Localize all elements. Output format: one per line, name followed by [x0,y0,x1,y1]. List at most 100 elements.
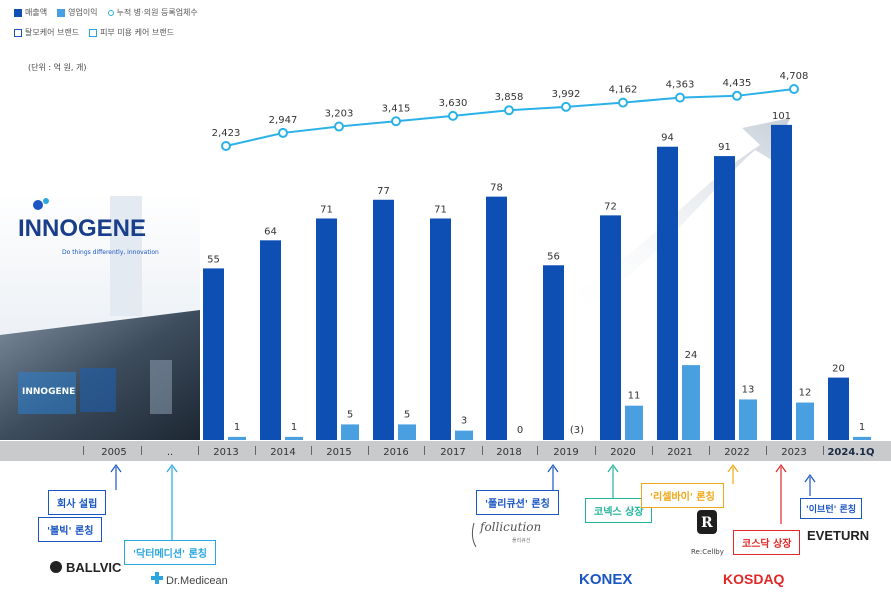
hospitals-value-label: 4,708 [780,71,809,82]
hospitals-point [561,101,571,112]
x-axis-separator [255,446,256,455]
company-logo: INNOGENE [18,215,146,242]
hospitals-value-label: 3,992 [552,89,581,100]
recellby-logo: R Re:Cellby [691,510,724,556]
x-axis-separator [311,446,312,455]
profit-value-label: 12 [799,388,812,399]
follicution-sub: 폴리큐션 [512,537,531,544]
profit-value-label: 1 [234,422,240,433]
revenue-value-label: 77 [377,186,390,197]
revenue-bar [373,199,394,440]
medical-cross-icon [151,572,163,584]
revenue-value-label: 64 [264,226,277,237]
profit-value-label: 13 [742,384,755,395]
revenue-value-label: 56 [547,251,560,262]
revenue-value-label: 71 [434,204,447,215]
x-tick-label: 2022 [724,447,749,458]
profit-bar [341,424,359,440]
legend-profit-label: 영업이익 [68,8,98,17]
profit-value-label: (3) [570,425,584,436]
x-tick-label: .. [167,447,173,458]
x-axis-separator [537,446,538,455]
x-tick-label: 2015 [326,447,351,458]
x-tick-label: 2019 [553,447,578,458]
x-axis-separator [198,446,199,455]
revenue-bar [430,218,451,440]
revenue-value-label: 101 [772,111,791,122]
arrow-2020-head-icon [607,463,619,473]
drmedicean-text: Dr.Medicean [166,575,228,587]
eveturn-logo: EVETURN [807,528,869,543]
revenue-bar [828,377,849,440]
revenue-value-label: 72 [604,201,617,212]
x-tick-label: 2013 [213,447,238,458]
milestone-drmedicean-launch: '닥터메디션' 론칭 [124,540,217,565]
x-axis-separator [766,446,767,455]
profit-value-label: 5 [347,409,353,420]
revenue-swatch-icon [14,8,22,17]
x-axis-separator [823,446,824,455]
milestone-recellby-launch: '리셀바이' 론칭 [641,483,724,508]
hospitals-value-label: 3,858 [495,92,524,103]
photo-sign: INNOGENE [22,387,75,397]
hospitals-value-label: 3,415 [382,103,411,114]
profit-bar [739,399,757,440]
unit-label: (단위 : 억 원, 개) [28,63,87,72]
milestone-company-founded: 회사 설립 [48,490,107,515]
photo-window [18,372,76,414]
revenue-value-label: 91 [718,142,731,153]
arrow-dots-head-icon [166,463,178,473]
revenue-value-label: 71 [320,204,333,215]
hospitals-point [334,121,344,132]
milestone-konex-listing: 코넥스 상장 [585,498,653,523]
x-axis-separator [141,446,142,455]
profit-bar [853,436,871,440]
x-tick-label: 2014 [270,447,295,458]
hospitals-point [732,90,742,101]
revenue-value-label: 78 [490,183,503,194]
x-axis-separator [652,446,653,455]
profit-value-label: 11 [628,391,641,402]
profit-value-label: 3 [461,416,467,427]
revenue-bar [316,218,337,440]
follicution-logo: follicution 폴리큐션 [471,520,541,548]
revenue-bar [543,265,564,440]
hospitals-value-label: 2,423 [212,128,241,139]
x-tick-label: 2020 [610,447,635,458]
legend-hospitals-label: 누적 병·의원 등록업체수 [116,8,198,17]
x-tick-label: 2016 [383,447,408,458]
hospitals-point [391,116,401,127]
legend-revenue: 매출액 [14,7,47,18]
x-tick-label: 2024.1Q [827,447,874,458]
milestone-eveturn-launch: '이브턴' 론칭 [800,498,863,519]
x-axis-separator [368,446,369,455]
x-tick-label: 2023 [781,447,806,458]
logo-symbol-dot-icon [43,198,49,204]
legend-row-2: 탈모케어 브랜드 피부 미용 케어 브랜드 [14,27,174,38]
x-tick-label: 2017 [440,447,465,458]
legend-row-1: 매출액 영업이익 누적 병·의원 등록업체수 [14,7,198,18]
line-marker-icon [107,9,114,16]
profit-bar [796,402,814,440]
arrow-2022-head-icon [727,463,739,473]
legend-skin-brand-label: 피부 미용 케어 브랜드 [100,28,174,37]
legend-skin-brand: 피부 미용 케어 브랜드 [89,27,174,38]
hospitals-value-label: 3,630 [439,98,468,109]
x-axis-separator [83,446,84,455]
hospitals-point [789,84,799,94]
hospitals-value-label: 4,162 [609,85,638,96]
recellby-emblem-letter: R [701,515,713,531]
hospitals-value-label: 4,363 [666,80,695,91]
milestone-follicution-launch: '폴리큐션' 론칭 [476,490,559,515]
x-tick-label: 2005 [101,447,126,458]
revenue-value-label: 94 [661,133,674,144]
arrow-2019-head-icon [547,463,559,473]
x-axis-separator [482,446,483,455]
arrow-2023-head-icon [775,463,787,473]
hospitals-point [618,97,628,108]
kosdaq-logo: KOSDAQ [723,571,785,587]
recellby-emblem-icon [697,510,717,534]
x-tick-label: 2021 [667,447,692,458]
revenue-bar [203,268,224,440]
